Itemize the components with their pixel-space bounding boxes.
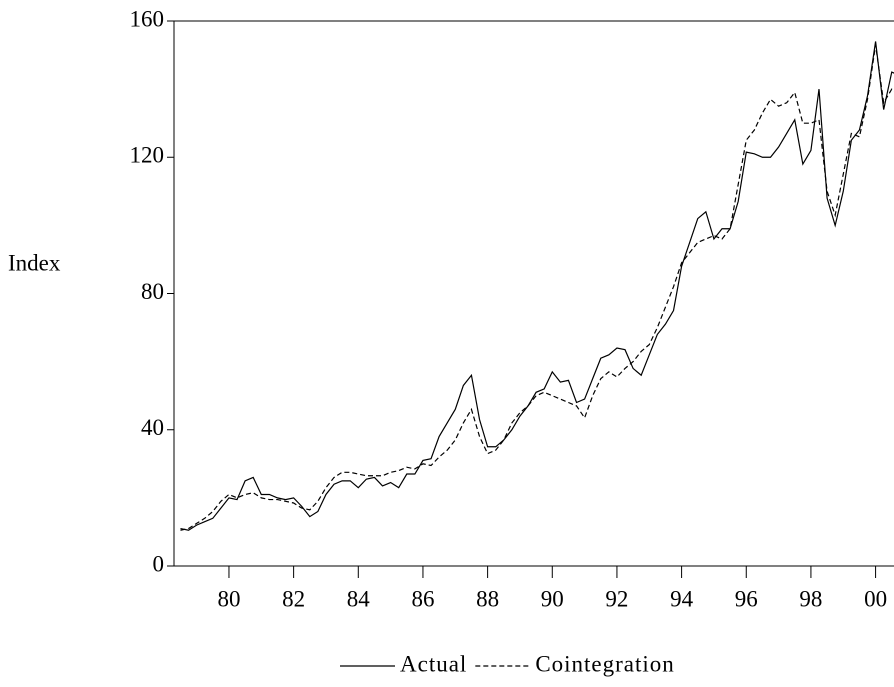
x-tick-label: 86 [411, 586, 434, 611]
y-tick-label: 0 [153, 551, 165, 576]
x-tick-label: 90 [541, 586, 564, 611]
series-line [180, 44, 894, 531]
legend-label: Cointegration [535, 651, 674, 676]
y-tick-label: 40 [141, 415, 164, 440]
x-tick-label: 84 [347, 586, 371, 611]
x-tick-label: 00 [864, 586, 887, 611]
y-axis-label: Index [8, 250, 61, 275]
y-tick-label: 160 [130, 6, 165, 31]
x-tick-label: 96 [735, 586, 758, 611]
x-tick-label: 82 [282, 586, 305, 611]
series-line [180, 41, 894, 531]
x-tick-label: 94 [670, 586, 694, 611]
x-tick-label: 92 [605, 586, 628, 611]
x-tick-label: 88 [476, 586, 499, 611]
legend-label: Actual [400, 651, 467, 676]
y-tick-label: 120 [130, 143, 165, 168]
x-tick-label: 80 [217, 586, 240, 611]
y-tick-label: 80 [141, 279, 164, 304]
x-tick-label: 98 [799, 586, 822, 611]
